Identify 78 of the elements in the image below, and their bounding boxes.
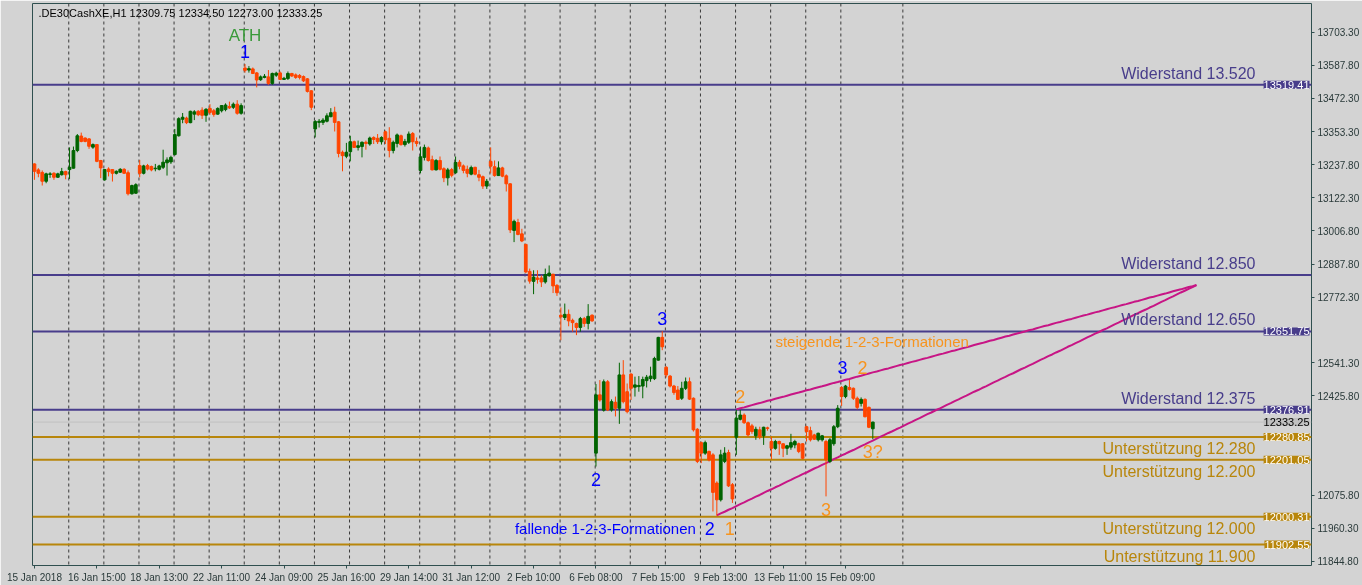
ref-line-label: Widerstand 12.375 — [1121, 389, 1256, 407]
y-tick-label: 13472.30 — [1317, 93, 1360, 105]
y-tick-label: 12887.80 — [1317, 259, 1360, 271]
ref-line-label: Unterstützung 11.900 — [1103, 547, 1256, 565]
ref-line-label: Unterstützung 12.200 — [1102, 462, 1256, 480]
y-tick-label: 13006.80 — [1317, 225, 1360, 237]
annotation: 1 — [724, 519, 735, 540]
annotation: 12000.31 — [1263, 510, 1310, 523]
x-tick-label: 7 Feb 15:00 — [631, 571, 686, 583]
y-tick-label: 11844.80 — [1317, 556, 1359, 568]
ref-line-label: Unterstützung 12.000 — [1102, 519, 1256, 537]
y-tick-label: 13122.30 — [1317, 192, 1360, 204]
annotation: fallende 1-2-3-Formationen — [514, 520, 696, 538]
y-tick-label: 11960.30 — [1317, 523, 1359, 535]
y-tick-label: 13587.80 — [1317, 60, 1360, 72]
x-tick-label: 9 Feb 13:00 — [694, 571, 748, 583]
annotation: 3 — [821, 499, 832, 520]
x-tick-label: 6 Feb 08:00 — [569, 571, 624, 583]
x-tick-label: 24 Jan 09:00 — [255, 571, 314, 583]
ref-line-label: Unterstützung 12.280 — [1102, 439, 1256, 457]
candlestick — [512, 219, 516, 243]
candlestick — [633, 376, 637, 398]
annotation: 3? — [862, 442, 883, 463]
candlestick — [243, 63, 247, 74]
x-tick-label: 13 Feb 11:00 — [754, 571, 813, 583]
annotation: 2 — [857, 357, 868, 378]
annotation: 3 — [657, 308, 668, 329]
candlestick — [204, 107, 208, 123]
annotation: steigende 1-2-3-Formationen — [775, 332, 969, 350]
y-tick-label: 13703.30 — [1317, 27, 1360, 39]
candlestick — [824, 439, 828, 497]
y-tick-label: 13237.80 — [1317, 159, 1360, 171]
annotation: 2 — [735, 387, 746, 408]
candlestick — [364, 140, 368, 151]
x-tick-label: 18 Jan 13:00 — [130, 571, 189, 583]
candlestick — [781, 442, 785, 458]
chart-title: .DE30CashXE,H1 12309.75 12334.50 12273.00 12333.25 — [38, 6, 323, 19]
candlestick — [636, 375, 641, 393]
x-tick-label: 15 Feb 09:00 — [816, 571, 876, 583]
annotation: 12280.85 — [1263, 430, 1310, 443]
candlestick — [208, 103, 212, 116]
annotation: 3 — [837, 357, 848, 378]
candlestick — [48, 171, 52, 179]
annotation: 11902.55 — [1264, 538, 1310, 551]
annotation: 13519.41 — [1263, 78, 1310, 91]
ref-line-label: Widerstand 12.650 — [1121, 311, 1256, 329]
y-tick-label: 12541.30 — [1317, 357, 1360, 369]
candlestick — [247, 65, 251, 74]
y-tick-label: 12075.80 — [1317, 490, 1360, 502]
annotation: 12651.75 — [1263, 325, 1310, 338]
x-tick-label: 2 Feb 10:00 — [506, 571, 561, 583]
candlestick — [859, 396, 863, 408]
candlestick — [660, 330, 665, 351]
annotation: 12333.25 — [1263, 416, 1310, 429]
x-tick-label: 25 Jan 16:00 — [317, 571, 376, 583]
candlestick — [640, 376, 645, 399]
candlestick — [317, 118, 321, 128]
ref-line-label: Widerstand 13.520 — [1121, 64, 1256, 82]
x-tick-label: 22 Jan 11:00 — [193, 571, 251, 583]
x-tick-label: 16 Jan 15:00 — [67, 571, 127, 583]
candlestick — [559, 307, 563, 341]
annotation: 2 — [590, 470, 601, 491]
y-tick-label: 13353.30 — [1317, 126, 1360, 138]
annotation: 12376.91 — [1263, 403, 1310, 416]
annotation: 2 — [704, 519, 715, 540]
x-tick-label: 29 Jan 14:00 — [379, 571, 439, 583]
ref-line-label: Widerstand 12.850 — [1121, 255, 1256, 273]
candlestick — [598, 379, 602, 403]
annotation: 12201.05 — [1263, 453, 1310, 466]
candlestick — [488, 146, 493, 174]
candlestick — [200, 106, 204, 120]
x-tick-label: 31 Jan 12:00 — [442, 571, 501, 583]
candlestick — [360, 140, 364, 158]
candlestick — [789, 433, 793, 451]
y-tick-label: 12425.80 — [1317, 390, 1360, 402]
candlestick — [126, 169, 130, 196]
y-tick-label: 12772.30 — [1317, 292, 1360, 304]
x-tick-label: 15 Jan 2018 — [6, 571, 63, 583]
